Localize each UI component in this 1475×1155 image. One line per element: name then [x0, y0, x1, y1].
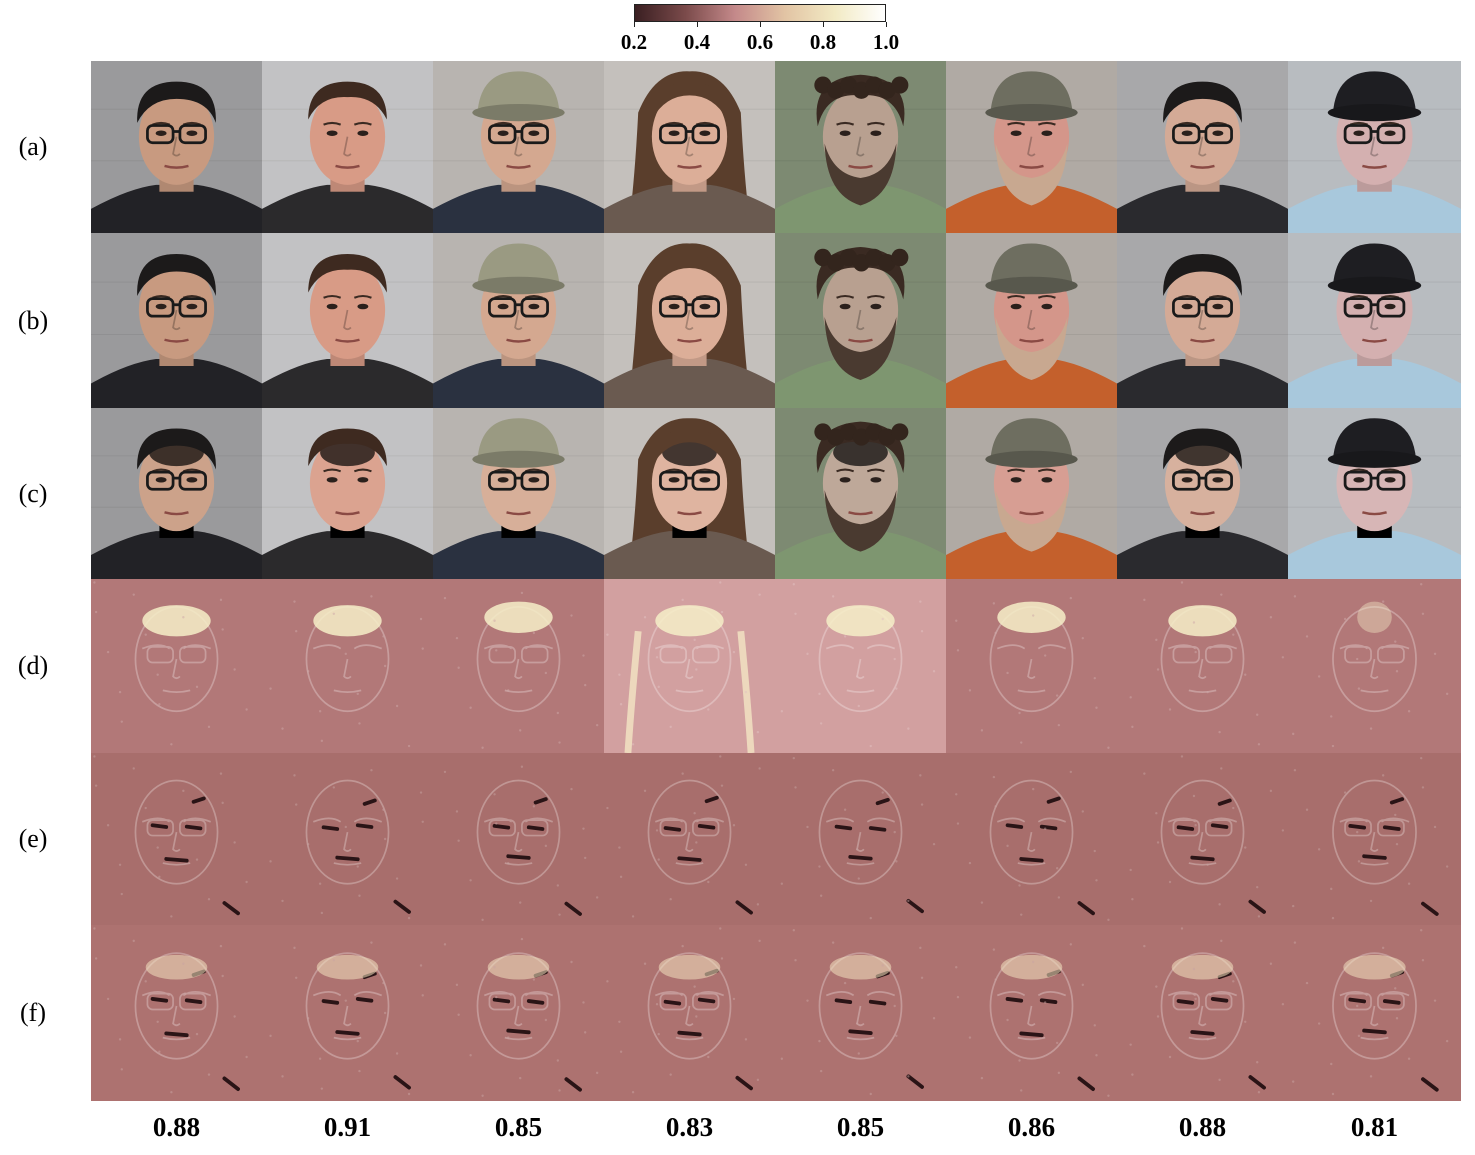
heatmap-image	[1288, 579, 1461, 753]
colorbar-tick	[822, 22, 824, 27]
face-image	[1288, 61, 1461, 233]
heatmap-image	[775, 579, 946, 753]
heatmap-image	[433, 579, 604, 753]
face-image	[433, 408, 604, 579]
face-image	[433, 61, 604, 233]
similarity-score: 0.85	[494, 1112, 543, 1142]
similarity-score: 0.83	[665, 1112, 714, 1142]
heatmap-image	[433, 753, 604, 925]
similarity-score: 0.88	[152, 1112, 201, 1142]
face-image	[1117, 61, 1288, 233]
heatmap-image	[91, 925, 262, 1101]
heatmap-image	[1288, 925, 1461, 1101]
face-image	[946, 408, 1117, 579]
heatmap-image	[1117, 579, 1288, 753]
heatmap-image	[946, 753, 1117, 925]
heatmap-image	[604, 753, 775, 925]
face-image	[91, 61, 262, 233]
heatmap-image	[775, 753, 946, 925]
face-image	[91, 233, 262, 408]
heatmap-image	[775, 925, 946, 1101]
face-image	[775, 408, 946, 579]
heatmap-image	[604, 579, 775, 753]
face-image	[1288, 233, 1461, 408]
heatmap-image	[91, 579, 262, 753]
face-image	[433, 233, 604, 408]
heatmap-image	[1117, 925, 1288, 1101]
colorbar-tick-label: 0.2	[620, 30, 648, 54]
heatmap-image	[604, 925, 775, 1101]
face-image	[262, 233, 433, 408]
face-image	[946, 61, 1117, 233]
colorbar: 0.2 0.4 0.6 0.8 1.0	[621, 4, 899, 54]
face-image	[946, 233, 1117, 408]
similarity-score: 0.81	[1350, 1112, 1399, 1142]
face-image	[1117, 233, 1288, 408]
colorbar-tick	[633, 22, 635, 27]
heatmap-image	[1288, 753, 1461, 925]
row-label: (d)	[17, 651, 49, 680]
colorbar-tick	[885, 22, 887, 27]
face-image	[1288, 408, 1461, 579]
face-grid	[91, 61, 1461, 1101]
similarity-score: 0.91	[323, 1112, 372, 1142]
colorbar-tick	[759, 22, 761, 27]
face-image	[262, 61, 433, 233]
colorbar-tick-label: 0.4	[683, 30, 711, 54]
colorbar-tick-label: 0.6	[746, 30, 774, 54]
similarity-score: 0.86	[1007, 1112, 1056, 1142]
face-image	[91, 408, 262, 579]
face-image	[604, 408, 775, 579]
heatmap-image	[433, 925, 604, 1101]
heatmap-image	[1117, 753, 1288, 925]
heatmap-image	[262, 925, 433, 1101]
row-label: (a)	[18, 132, 48, 161]
heatmap-image	[262, 579, 433, 753]
colorbar-tick-label: 0.8	[809, 30, 837, 54]
row-label: (f)	[20, 998, 46, 1027]
heatmap-image	[262, 753, 433, 925]
row-label: (e)	[18, 824, 48, 853]
heatmap-image	[91, 753, 262, 925]
face-image	[775, 233, 946, 408]
colorbar-gradient	[634, 4, 886, 22]
face-image	[604, 233, 775, 408]
colorbar-tick-label: 1.0	[872, 30, 900, 54]
similarity-score: 0.88	[1178, 1112, 1227, 1142]
heatmap-image	[946, 579, 1117, 753]
similarity-score: 0.85	[836, 1112, 885, 1142]
row-label: (c)	[18, 478, 48, 508]
colorbar-tick	[696, 22, 698, 27]
heatmap-image	[946, 925, 1117, 1101]
face-image	[775, 61, 946, 233]
face-image	[1117, 408, 1288, 579]
face-image	[604, 61, 775, 233]
row-label: (b)	[17, 305, 49, 335]
face-image	[262, 408, 433, 579]
